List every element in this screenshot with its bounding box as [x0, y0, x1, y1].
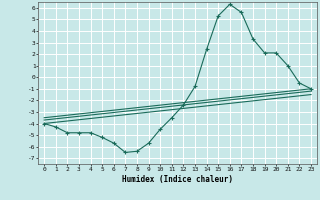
X-axis label: Humidex (Indice chaleur): Humidex (Indice chaleur)	[122, 175, 233, 184]
